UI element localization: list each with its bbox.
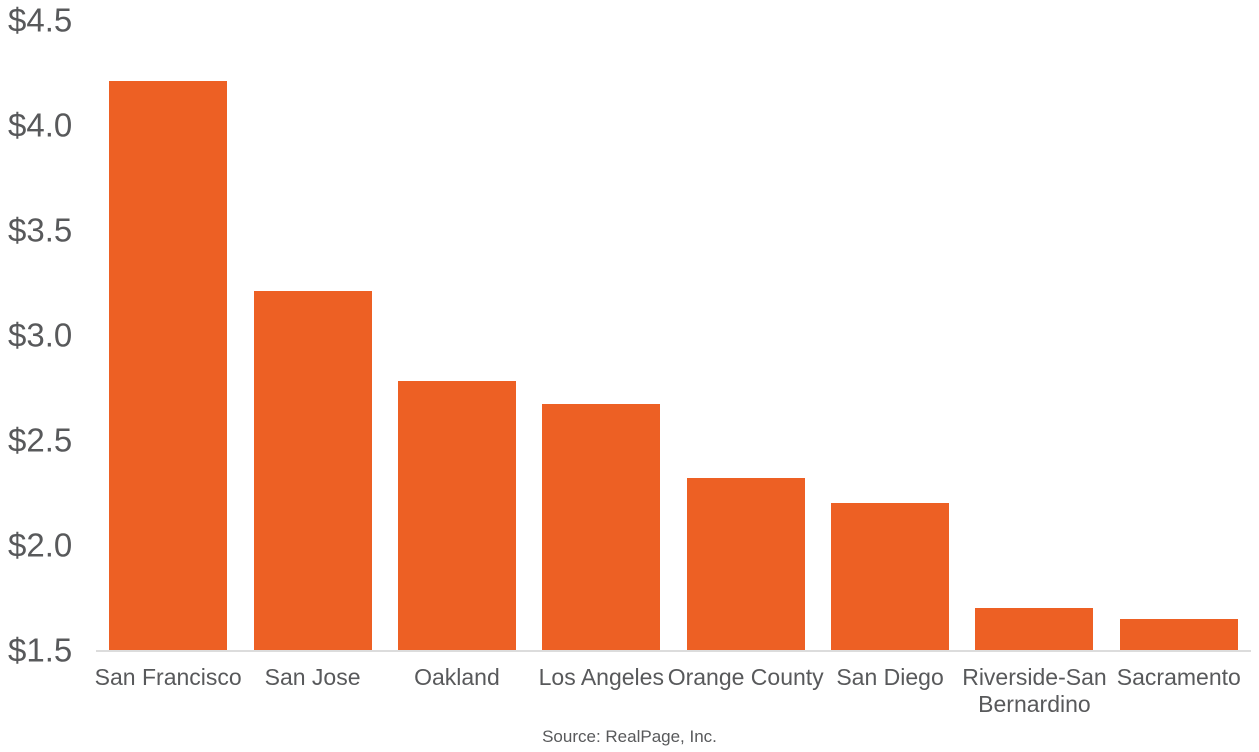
x-axis-label-orange-county: Orange County xyxy=(667,664,824,690)
plot-area xyxy=(96,20,1251,652)
y-tick-label: $2.0 xyxy=(8,526,73,564)
y-tick-label: $3.0 xyxy=(8,316,73,354)
y-tick-label: $4.0 xyxy=(8,106,73,144)
bar-san-diego xyxy=(831,503,950,650)
bar-los-angeles xyxy=(542,404,661,650)
x-axis-label-riverside-san-bernardino: Riverside-San Bernardino xyxy=(962,664,1107,717)
bar-san-francisco xyxy=(109,80,228,650)
bar-orange-county xyxy=(686,477,805,650)
source-note: Source: RealPage, Inc. xyxy=(542,727,717,746)
y-tick-label: $2.5 xyxy=(8,421,73,459)
bar-oakland xyxy=(397,381,516,650)
bar-sacramento xyxy=(1119,618,1238,650)
x-axis-label-los-angeles: Los Angeles xyxy=(538,664,664,690)
bar-riverside-san-bernardino xyxy=(975,608,1094,650)
x-axis-labels: San Francisco San Jose Oakland Los Angeles O… xyxy=(95,664,1251,724)
x-axis-label-san-diego: San Diego xyxy=(836,664,944,690)
bar-san-jose xyxy=(253,290,372,650)
y-tick-label: $1.5 xyxy=(8,631,73,669)
x-axis-label-san-jose: San Jose xyxy=(264,664,361,690)
x-axis-label-san-francisco: San Francisco xyxy=(94,664,242,690)
x-axis-label-sacramento: Sacramento xyxy=(1116,664,1241,690)
y-tick-label: $4.5 xyxy=(8,1,73,39)
y-tick-label: $3.5 xyxy=(8,211,73,249)
x-axis-line xyxy=(96,650,1251,652)
x-axis-label-oakland: Oakland xyxy=(414,664,500,690)
